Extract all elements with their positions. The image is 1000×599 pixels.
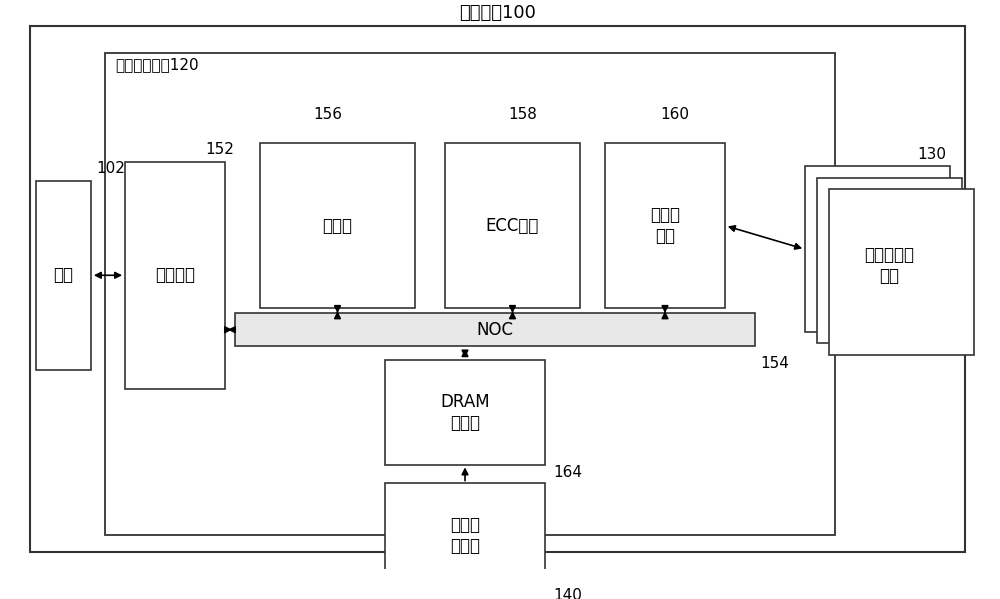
- Text: 164: 164: [553, 464, 582, 480]
- Text: 处理器: 处理器: [322, 217, 352, 235]
- Text: DRAM
控制器: DRAM 控制器: [440, 393, 490, 432]
- Text: 160: 160: [660, 107, 689, 122]
- Bar: [385, 483, 545, 588]
- Text: 154: 154: [760, 356, 789, 371]
- Bar: [605, 143, 725, 308]
- Bar: [829, 189, 974, 355]
- Text: 156: 156: [313, 107, 342, 122]
- Text: 152: 152: [206, 142, 234, 157]
- Bar: [385, 361, 545, 464]
- Text: ECC引擎: ECC引擎: [486, 217, 539, 235]
- Text: 158: 158: [508, 107, 537, 122]
- Text: 存储器控制器120: 存储器控制器120: [115, 58, 199, 72]
- Text: 存储器管芯
组件: 存储器管芯 组件: [864, 246, 914, 285]
- Text: 140: 140: [553, 588, 582, 599]
- Text: 130: 130: [917, 147, 946, 162]
- Text: 易失性
存储器: 易失性 存储器: [450, 516, 480, 555]
- Bar: [105, 53, 835, 536]
- Bar: [817, 178, 962, 343]
- Text: 102: 102: [96, 161, 125, 176]
- Text: NOC: NOC: [477, 320, 514, 338]
- Bar: [125, 162, 225, 389]
- Text: 主机: 主机: [54, 267, 74, 285]
- Bar: [260, 143, 415, 308]
- Text: 存储系统100: 存储系统100: [459, 4, 536, 22]
- Bar: [805, 167, 950, 332]
- Bar: [235, 313, 755, 346]
- Text: 存储器
接口: 存储器 接口: [650, 206, 680, 245]
- Bar: [36, 181, 91, 370]
- Text: 主机接口: 主机接口: [155, 267, 195, 285]
- Bar: [445, 143, 580, 308]
